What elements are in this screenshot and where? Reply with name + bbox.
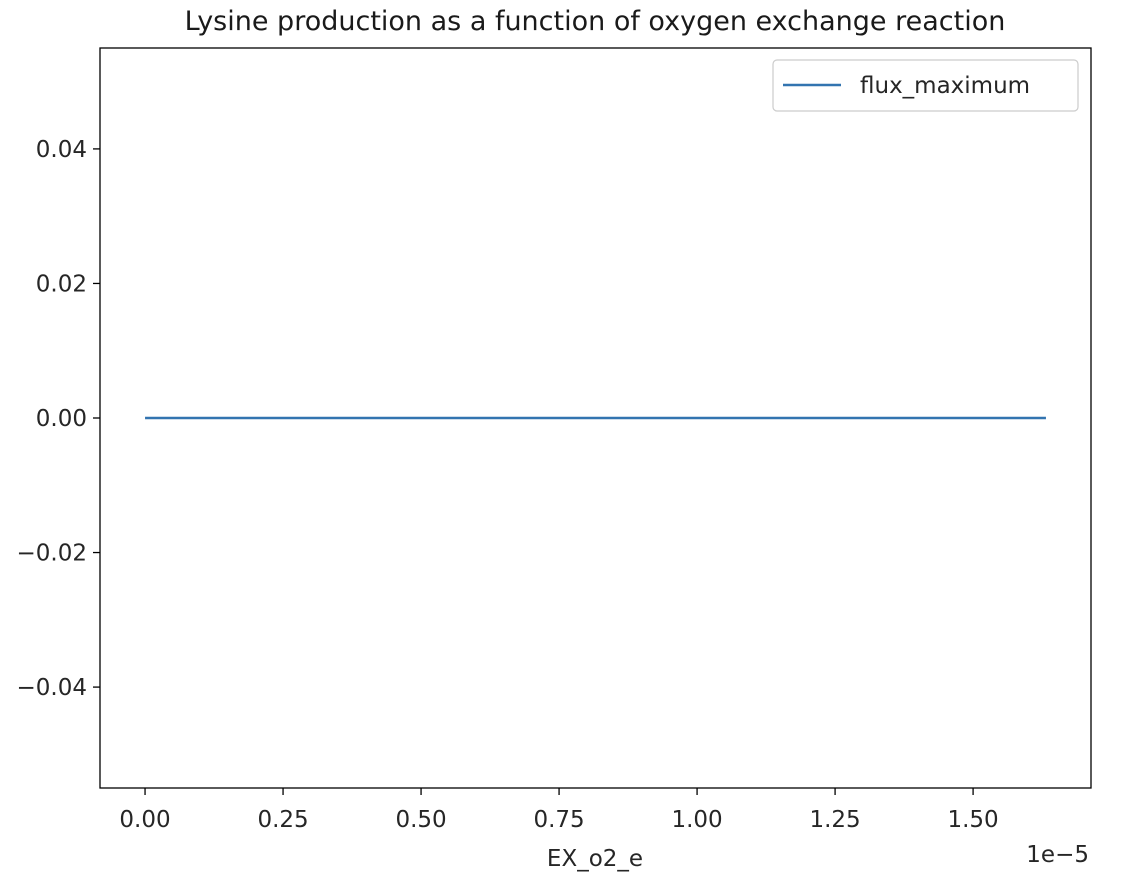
- x-tick-label: 0.25: [257, 807, 308, 833]
- chart-title: Lysine production as a function of oxyge…: [185, 6, 1006, 37]
- x-tick-label: 0.50: [395, 807, 446, 833]
- x-tick-label: 0.00: [119, 807, 170, 833]
- x-tick-label: 1.25: [809, 807, 860, 833]
- x-axis-label: EX_o2_e: [547, 846, 643, 872]
- x-axis-offset-label: 1e−5: [1026, 842, 1089, 868]
- y-axis-ticks: 0.04 0.02 0.00 −0.02 −0.04: [17, 137, 100, 701]
- legend-label: flux_maximum: [860, 73, 1030, 99]
- y-tick-label: 0.04: [36, 137, 87, 163]
- y-tick-label: −0.04: [17, 675, 87, 701]
- y-tick-label: 0.02: [36, 271, 87, 297]
- y-tick-label: −0.02: [17, 541, 87, 567]
- x-tick-label: 0.75: [533, 807, 584, 833]
- legend: flux_maximum: [772, 59, 1079, 112]
- x-tick-label: 1.50: [947, 807, 998, 833]
- y-tick-label: 0.00: [36, 406, 87, 432]
- x-axis-ticks: 0.00 0.25 0.50 0.75 1.00 1.25 1.50: [119, 788, 999, 833]
- legend-box: [772, 59, 1079, 112]
- x-tick-label: 1.00: [671, 807, 722, 833]
